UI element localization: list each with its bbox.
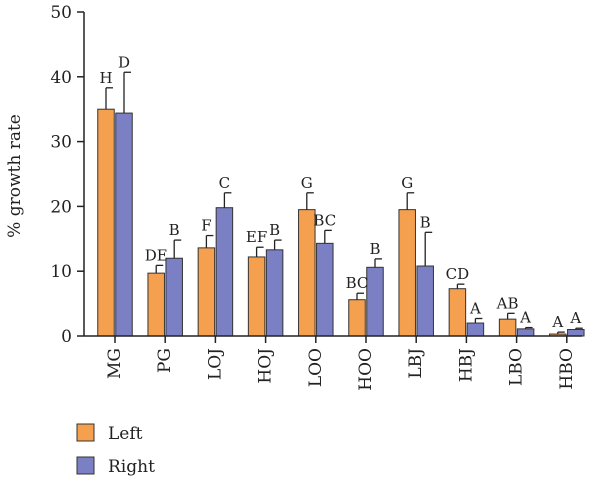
- bar-left: [448, 288, 467, 337]
- significance-label: H: [99, 69, 112, 87]
- bar-left: [247, 256, 266, 337]
- x-axis: MG PG LOJ HOJ LOO HOO LBJ HBJ LBO HBO: [84, 335, 582, 391]
- bar-right: [366, 266, 384, 337]
- bar-right: [316, 242, 334, 337]
- x-tick-label: PG: [155, 348, 175, 373]
- legend-label-left: Left: [108, 424, 143, 444]
- bar-left: [398, 209, 416, 337]
- significance-label: A: [469, 300, 481, 318]
- bar-left: [147, 272, 165, 337]
- y-tick-label: 50: [50, 3, 72, 23]
- legend-swatch-right: [76, 456, 95, 475]
- bar-right: [215, 207, 234, 337]
- bar-right: [165, 257, 183, 337]
- y-axis: 0 10 20 30 40 50: [50, 3, 85, 347]
- x-tick-label: HBJ: [456, 348, 476, 382]
- bar-left: [197, 247, 216, 337]
- significance-label: BC: [346, 274, 369, 292]
- x-tick-label: LBJ: [406, 348, 426, 379]
- y-tick-label: 40: [50, 68, 72, 88]
- significance-label: G: [401, 174, 413, 192]
- y-tick-label: 0: [61, 327, 72, 347]
- legend: Left Right: [76, 423, 155, 477]
- bar-right: [567, 329, 585, 337]
- significance-label: D: [118, 53, 130, 71]
- significance-label: A: [569, 309, 581, 327]
- x-tick-label: HOO: [356, 348, 376, 391]
- significance-label: B: [269, 221, 280, 239]
- significance-label: B: [420, 213, 431, 231]
- y-tick-label: 20: [50, 197, 72, 217]
- bar-right: [265, 249, 284, 337]
- significance-label: BC: [313, 211, 336, 229]
- y-axis-label: % growth rate: [5, 114, 25, 238]
- significance-label: A: [519, 309, 531, 327]
- significance-label: AB: [496, 294, 519, 312]
- x-tick-label: HOJ: [256, 348, 276, 384]
- significance-label: CD: [446, 265, 470, 283]
- bar-left: [97, 108, 115, 337]
- bar-right: [416, 265, 434, 337]
- bar-right: [115, 112, 133, 337]
- x-tick-label: LOO: [306, 348, 326, 387]
- bar-right: [516, 328, 535, 337]
- significance-label: G: [301, 174, 313, 192]
- significance-label: B: [369, 240, 380, 258]
- error-bars: [105, 71, 583, 335]
- bar-left: [348, 299, 366, 337]
- bar-right: [466, 322, 485, 337]
- y-tick-label: 30: [50, 133, 72, 153]
- significance-label: C: [219, 174, 230, 192]
- x-tick-label: MG: [105, 348, 125, 379]
- significance-label: EF: [246, 228, 267, 246]
- x-tick-label: LOJ: [205, 348, 225, 380]
- significance-label: DE: [145, 246, 168, 264]
- y-tick-label: 10: [50, 262, 72, 282]
- significance-label: F: [201, 217, 211, 235]
- significance-label: B: [169, 221, 180, 239]
- legend-swatch-left: [76, 423, 95, 442]
- bar-left: [498, 318, 517, 337]
- x-tick-label: HBO: [557, 348, 577, 390]
- legend-label-right: Right: [108, 457, 155, 477]
- x-tick-label: LBO: [507, 348, 527, 386]
- significance-label: A: [551, 313, 563, 331]
